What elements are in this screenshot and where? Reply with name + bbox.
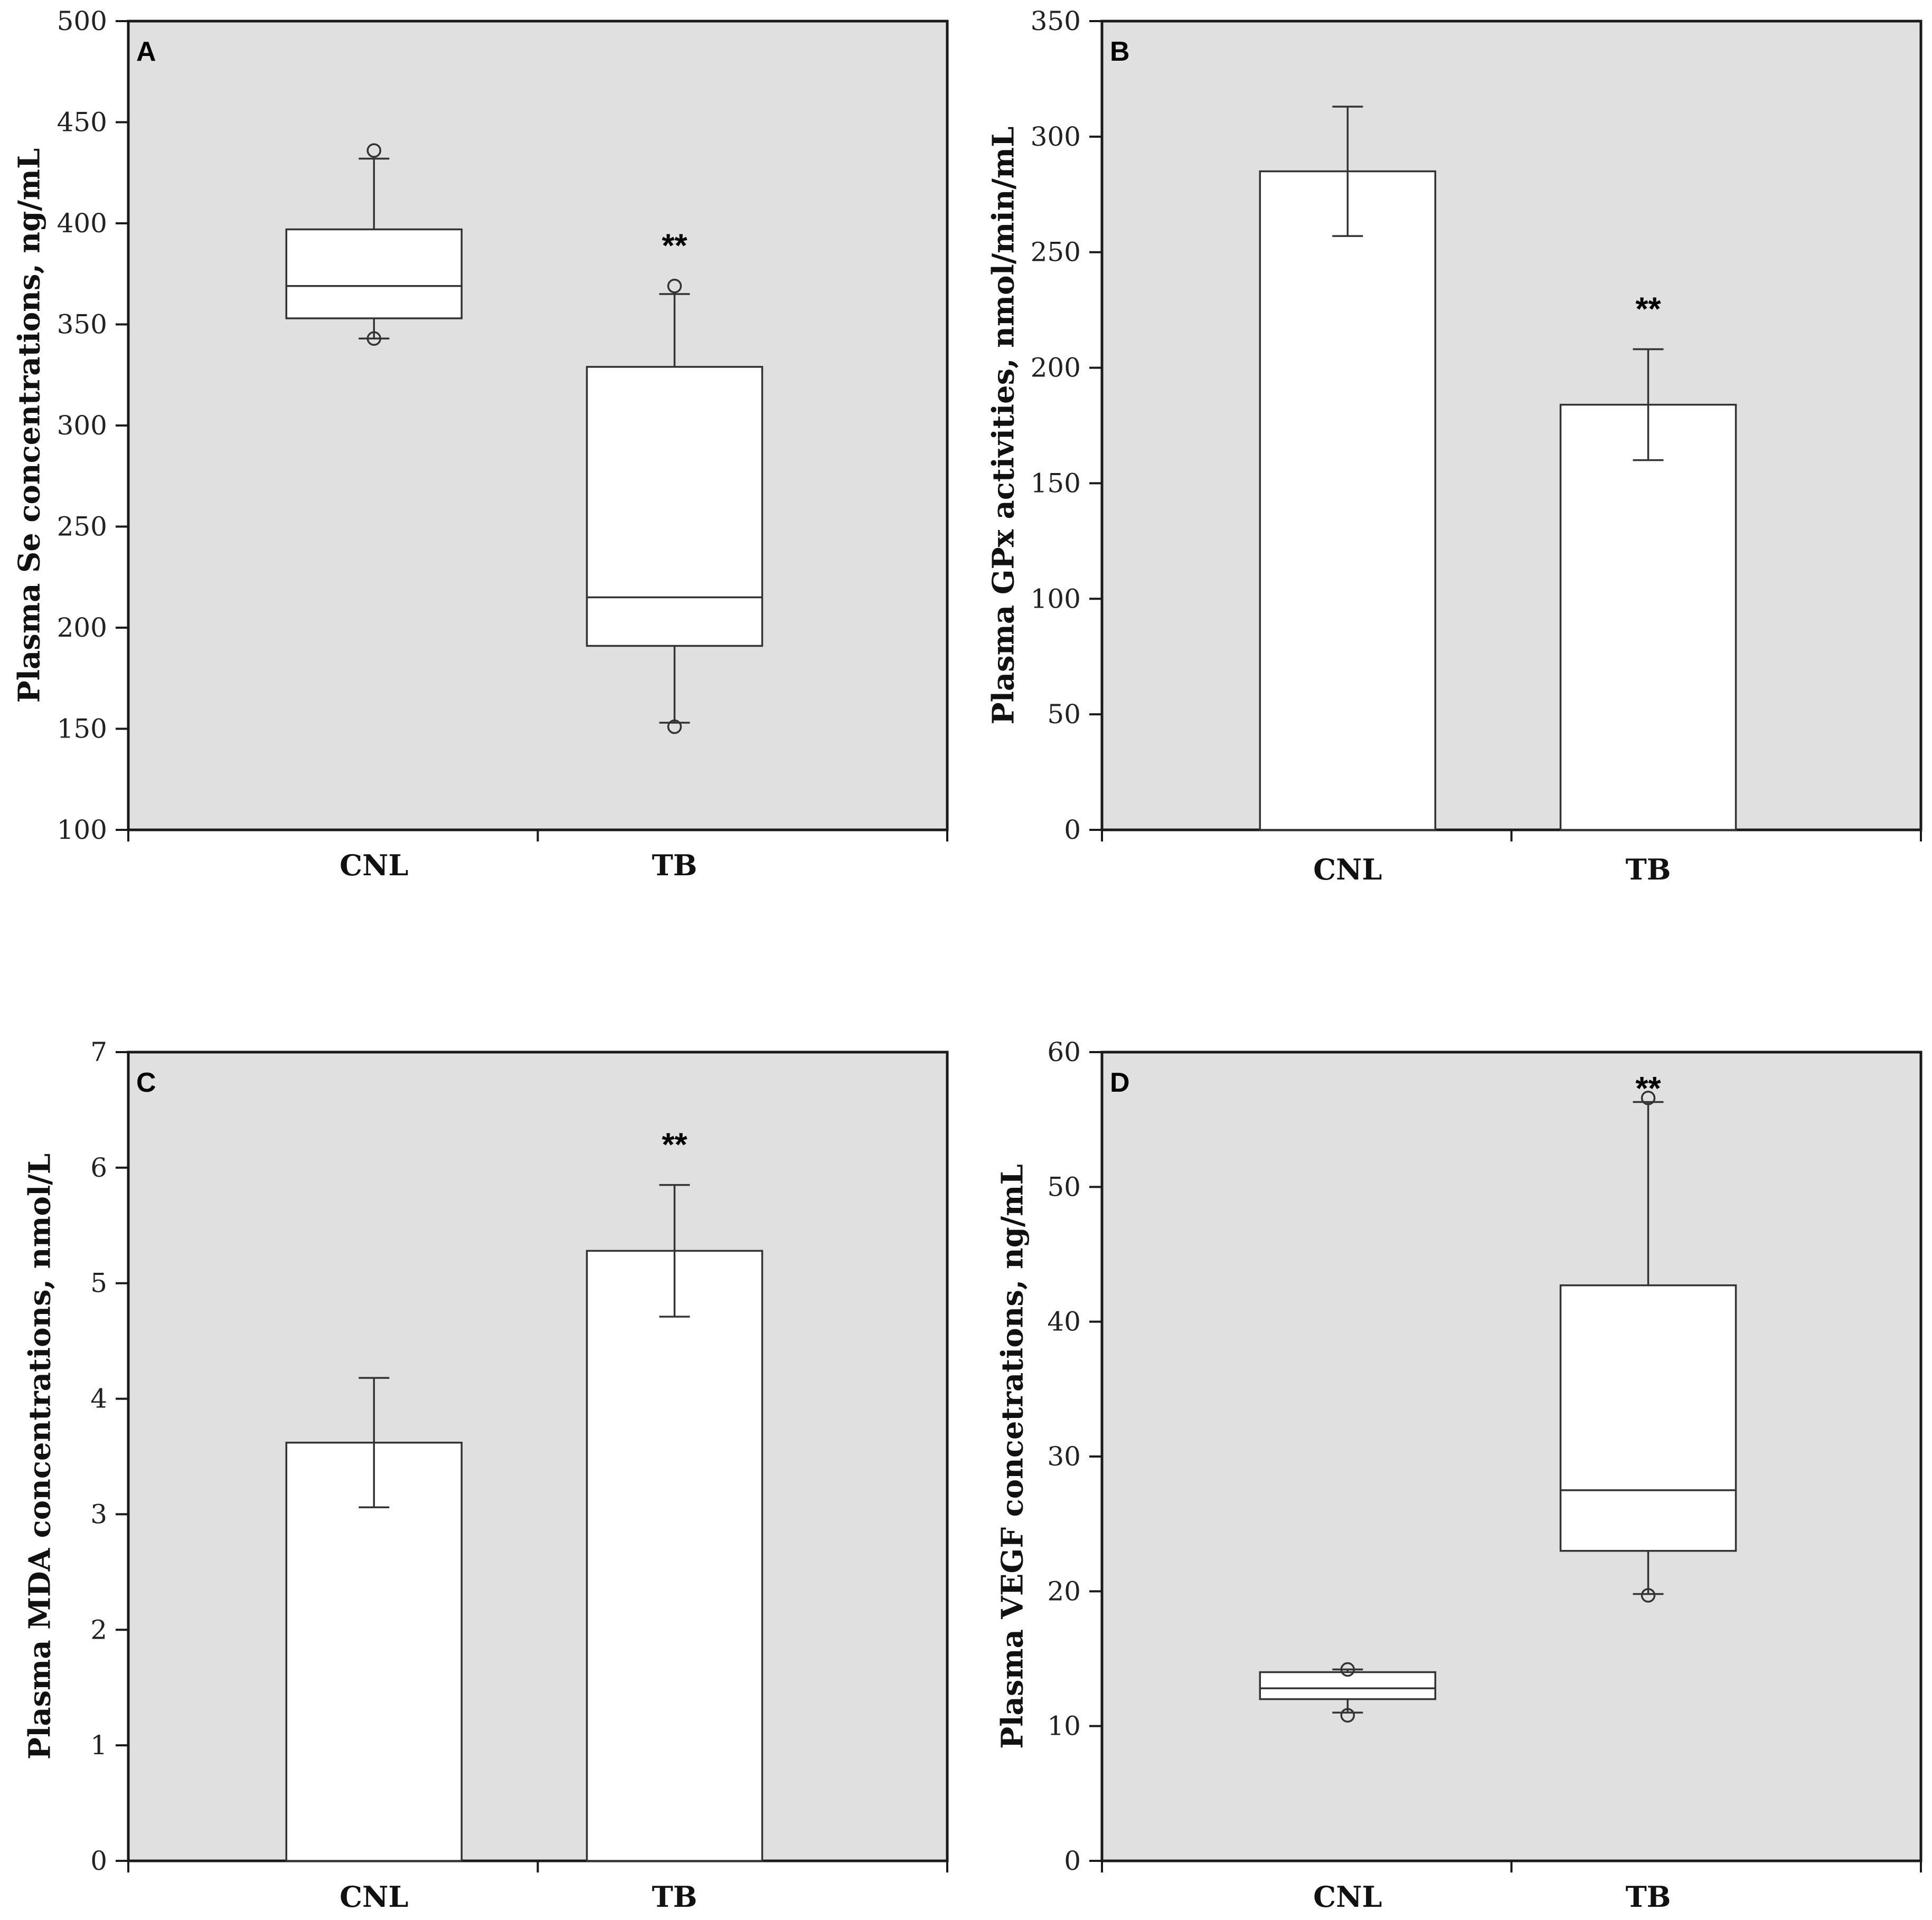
y-tick-label: 1 xyxy=(90,1730,107,1761)
x-category-label: CNL xyxy=(340,1880,408,1914)
y-tick-label: 20 xyxy=(1047,1576,1081,1606)
y-axis-title: Plasma Se concentrations, ng/mL xyxy=(12,148,47,703)
y-tick-label: 250 xyxy=(1031,237,1081,268)
panel-a: 100 150 200 250 300 350 400 450 500 Plasma Se con… xyxy=(12,6,949,882)
plot-area xyxy=(1100,20,1922,831)
y-tick-label: 30 xyxy=(1047,1441,1081,1472)
bar xyxy=(586,1250,764,1862)
outlier-point xyxy=(1340,1708,1355,1723)
y-tick-label: 100 xyxy=(57,815,107,845)
outlier-point xyxy=(667,278,682,294)
box xyxy=(1559,1284,1737,1552)
plot-area xyxy=(127,20,949,831)
outlier-point xyxy=(1641,1091,1656,1105)
panel-b: 0 50 100 150 200 250 300 350 Plasma GPx activiti… xyxy=(986,6,1922,886)
y-tick-label: 500 xyxy=(57,6,107,36)
y-tick-label: 40 xyxy=(1047,1307,1081,1337)
y-axis-title: Plasma MDA concentrations, nmol/L xyxy=(23,1153,58,1760)
panel-letter: D xyxy=(1110,1067,1130,1098)
y-tick-label: 7 xyxy=(90,1037,107,1067)
y-tick-label: 0 xyxy=(90,1846,107,1876)
y-axis-title: Plasma GPx activities, nmol/min/mL xyxy=(986,126,1021,724)
outlier-point xyxy=(366,331,382,346)
y-tick-label: 50 xyxy=(1047,699,1081,730)
y-tick-label: 5 xyxy=(90,1268,107,1299)
x-category-label: CNL xyxy=(1313,853,1382,886)
outlier-point xyxy=(667,719,682,734)
y-tick-label: 6 xyxy=(90,1152,107,1183)
outlier-point xyxy=(366,143,382,158)
y-tick-label: 100 xyxy=(1031,583,1081,614)
y-tick-label: 150 xyxy=(57,714,107,744)
y-tick-label: 60 xyxy=(1047,1037,1081,1067)
significance-mark: ** xyxy=(662,228,687,264)
box xyxy=(285,228,463,319)
y-axis-title: Plasma VEGF concetrations, ng/mL xyxy=(995,1164,1030,1749)
panel-letter: A xyxy=(136,36,156,67)
y-tick-label: 300 xyxy=(1031,121,1081,152)
y-tick-label: 4 xyxy=(90,1384,107,1414)
significance-mark: ** xyxy=(1635,1071,1661,1107)
y-tick-label: 0 xyxy=(1064,1846,1081,1876)
y-tick-label: 150 xyxy=(1031,468,1081,498)
outlier-point xyxy=(1340,1662,1355,1677)
y-tick-label: 450 xyxy=(57,107,107,138)
box xyxy=(586,366,764,647)
y-tick-label: 300 xyxy=(57,410,107,441)
panel-letter: C xyxy=(136,1067,156,1098)
plot-area xyxy=(1100,1051,1922,1862)
panel-c: 0 1 2 3 4 5 6 7 Plasma MDA concentrations, nmol/… xyxy=(23,1037,949,1914)
panel-letter: B xyxy=(1110,36,1130,67)
outlier-point xyxy=(1641,1588,1656,1603)
x-category-label: CNL xyxy=(340,848,408,882)
x-category-label: TB xyxy=(1626,1880,1671,1914)
x-category-label: TB xyxy=(652,1880,698,1914)
plot-area xyxy=(127,1051,949,1862)
y-tick-label: 10 xyxy=(1047,1711,1081,1742)
significance-mark: ** xyxy=(1635,291,1661,328)
significance-mark: ** xyxy=(662,1127,687,1164)
y-tick-label: 200 xyxy=(57,612,107,643)
x-category-label: TB xyxy=(652,848,698,882)
y-tick-label: 350 xyxy=(1031,6,1081,36)
y-tick-label: 2 xyxy=(90,1614,107,1645)
y-tick-label: 350 xyxy=(57,309,107,340)
y-tick-label: 50 xyxy=(1047,1171,1081,1202)
y-tick-label: 0 xyxy=(1064,815,1081,845)
x-category-label: CNL xyxy=(1313,1880,1382,1914)
y-tick-label: 200 xyxy=(1031,353,1081,383)
x-category-label: TB xyxy=(1626,853,1671,886)
y-tick-label: 250 xyxy=(57,512,107,542)
y-tick-label: 3 xyxy=(90,1499,107,1529)
panel-d: 0 10 20 30 40 50 60 Plasma VEGF concetrations, … xyxy=(995,1037,1922,1914)
bar xyxy=(1259,170,1437,831)
bar xyxy=(285,1441,463,1862)
bar xyxy=(1559,403,1737,831)
y-tick-label: 400 xyxy=(57,208,107,239)
